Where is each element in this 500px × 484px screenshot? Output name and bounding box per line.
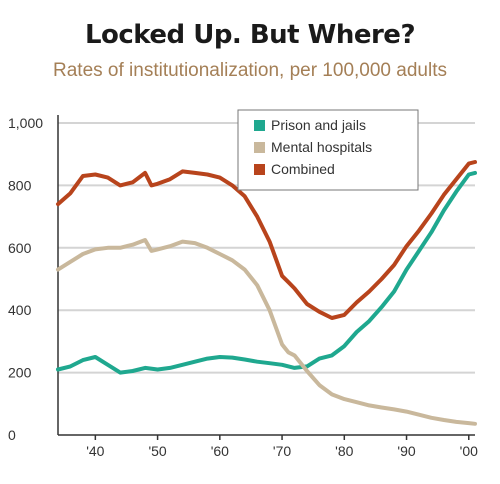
series-line-mental-hospitals <box>56 238 477 426</box>
chart-subtitle: Rates of institutionalization, per 100,0… <box>53 60 447 81</box>
y-tick-label: 800 <box>8 177 32 193</box>
legend-label: Prison and jails <box>271 117 366 133</box>
series-line-combined <box>56 160 477 320</box>
legend-box <box>237 109 419 191</box>
y-tick-label: 200 <box>8 365 32 381</box>
x-tick-label: '00 <box>460 443 478 459</box>
x-tick-label: '70 <box>273 443 291 459</box>
y-tick-label: 1,000 <box>8 115 43 131</box>
y-tick-label: 400 <box>8 302 32 318</box>
y-tick-label: 600 <box>8 240 32 256</box>
legend-swatch <box>254 142 265 153</box>
x-tick-label: '40 <box>86 443 104 459</box>
chart-title: Locked Up. But Where? <box>84 20 416 50</box>
series-line-prison-and-jails <box>56 170 477 375</box>
x-tick-label: '80 <box>335 443 353 459</box>
legend-label: Mental hospitals <box>271 139 372 155</box>
legend-swatch <box>254 164 265 175</box>
x-tick-label: '60 <box>211 443 229 459</box>
y-tick-label: 0 <box>8 427 16 443</box>
legend-swatch <box>254 120 265 131</box>
x-tick-label: '90 <box>397 443 415 459</box>
x-tick-label: '50 <box>148 443 166 459</box>
legend-label: Combined <box>271 161 335 177</box>
